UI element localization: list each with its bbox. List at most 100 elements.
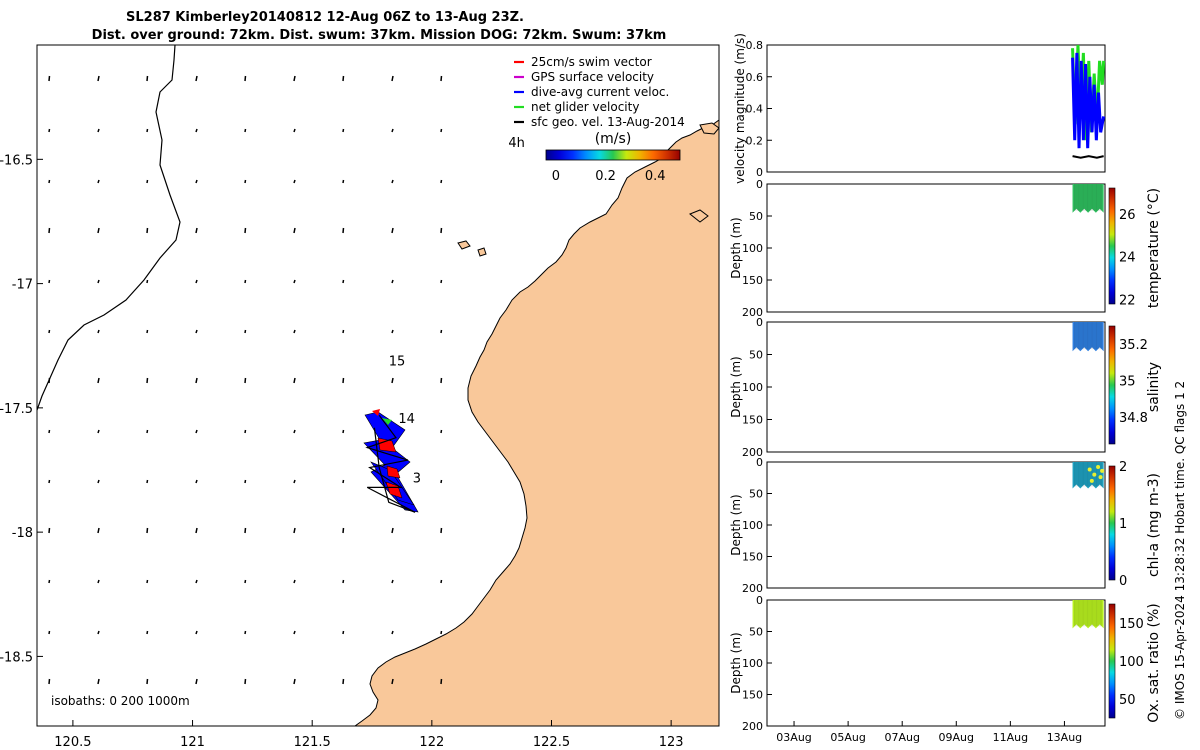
velocity-arrow: [293, 179, 296, 184]
velocity-arrow: [195, 377, 198, 384]
date-tick-label: 11Aug: [993, 731, 1028, 744]
velocity-arrow: [342, 279, 345, 284]
legend-label: dive-avg current veloc.: [531, 85, 669, 99]
land-mass: [354, 119, 719, 726]
glider-track: [363, 409, 419, 513]
velocity-arrow: [48, 377, 51, 384]
velocity-arrow: [293, 527, 296, 534]
velocity-arrow: [195, 329, 198, 334]
map-y-tick-label: -16.5: [0, 153, 33, 168]
legend-label: sfc geo. vel. 13-Aug-2014: [531, 115, 685, 129]
swim-vector-start: [372, 409, 380, 416]
velocity-arrow: [244, 630, 247, 635]
velocity-arrow: [97, 179, 100, 184]
island-2: [457, 240, 471, 250]
colorbar-tick-label: 0.4: [645, 169, 666, 184]
chl-highlight-point: [1100, 468, 1105, 473]
velocity-arrow: [195, 75, 198, 82]
velocity-arrow: [342, 179, 345, 184]
velocity-arrow: [97, 75, 100, 82]
salinity-panel-colorbar-tick-label: 35: [1119, 374, 1136, 389]
velocity-arrow: [391, 279, 394, 284]
surface-velocity-arrows: [48, 75, 443, 685]
velocity-arrow: [244, 479, 247, 484]
temperature-panel-ylabel: Depth (m): [729, 217, 743, 278]
oxygen-panel-colorbar-tick-label: 100: [1119, 655, 1144, 670]
chl-panel-colorbar-tick-label: 0: [1119, 574, 1127, 589]
velocity-arrow: [342, 630, 345, 635]
velocity-arrow: [48, 527, 51, 534]
oxygen-panel-y-tick-label: 50: [749, 626, 763, 639]
figure-title-line1: SL287 Kimberley20140812 12-Aug 06Z to 13…: [126, 10, 524, 25]
velocity-arrow: [440, 179, 443, 184]
velocity-arrow: [146, 429, 149, 434]
velocity-arrow: [48, 579, 51, 584]
velocity-arrow: [391, 678, 394, 685]
oxygen-panel-data: [1072, 600, 1104, 629]
velocity-arrow: [244, 429, 247, 434]
velocity-arrow: [244, 279, 247, 284]
chl-panel-y-tick-label: 150: [742, 551, 763, 564]
velocity-arrow: [391, 527, 394, 534]
temperature-panel-y-tick-label: 100: [742, 242, 763, 255]
velocity-arrow: [48, 128, 51, 133]
velocity-arrow: [195, 429, 198, 434]
velocity-arrow: [342, 128, 345, 133]
velocity-arrow: [195, 630, 198, 635]
velocity-arrow: [440, 279, 443, 284]
velocity-y-tick-label: 0.8: [746, 39, 764, 52]
island-3: [477, 247, 487, 257]
velocity-series-1: [1071, 44, 1106, 141]
oxygen-panel-colorbar: [1108, 603, 1116, 719]
net-velocity-mark: [382, 418, 392, 425]
chl-panel-colorbar-tick-label: 2: [1119, 460, 1127, 475]
chl-panel: 0 50 100 150 200 Depth (m) 0 1 2 chl-a (mg m-3): [729, 456, 1162, 595]
chl-panel-y-tick-label: 100: [742, 519, 763, 532]
credit-text: © IMOS 15-Apr-2024 13:28:32 Hobart time.…: [1173, 381, 1187, 720]
velocity-arrow: [146, 279, 149, 284]
velocity-arrow: [146, 678, 149, 685]
velocity-arrow: [146, 579, 149, 584]
velocity-arrow: [440, 227, 443, 234]
date-tick-label: 09Aug: [939, 731, 974, 744]
temperature-panel-colorbar-tick-label: 26: [1119, 208, 1136, 223]
velocity-arrow: [48, 329, 51, 334]
velocity-arrow: [293, 579, 296, 584]
velocity-y-tick-label: 0.2: [746, 134, 764, 147]
oxygen-panel-frame: [766, 599, 1106, 727]
velocity-arrow: [48, 75, 51, 82]
oxygen-panel-colorbar-tick-label: 50: [1119, 693, 1136, 708]
velocity-arrow: [97, 579, 100, 584]
velocity-arrow: [440, 579, 443, 584]
date-tick-label: 13Aug: [1047, 731, 1082, 744]
velocity-arrow: [48, 429, 51, 434]
velocity-arrow: [195, 279, 198, 284]
velocity-arrow: [146, 128, 149, 133]
velocity-frame: [766, 44, 1106, 173]
velocity-arrow: [391, 227, 394, 234]
chl-highlight-point: [1092, 472, 1097, 477]
velocity-arrow: [146, 479, 149, 484]
map-annotation-2: 15: [389, 355, 406, 370]
chl-panel-data: [1072, 462, 1104, 489]
salinity-panel-colorbar-tick-label: 35.2: [1119, 338, 1148, 353]
velocity-arrow: [342, 227, 345, 234]
oxygen-panel-ylabel: Depth (m): [729, 632, 743, 693]
velocity-arrow: [146, 75, 149, 82]
velocity-arrow: [244, 75, 247, 82]
velocity-arrow: [195, 479, 198, 484]
velocity-arrow: [48, 630, 51, 635]
velocity-arrow: [391, 377, 394, 384]
temperature-panel-data: [1072, 184, 1104, 213]
map-annotation-4: 3: [413, 471, 421, 486]
map-x-tick-label: 123: [659, 735, 684, 750]
track-blue-segment-1: [363, 411, 419, 513]
salinity-panel-ylabel: Depth (m): [729, 356, 743, 417]
velocity-arrow: [195, 527, 198, 534]
salinity-panel: 0 50 100 150 200 Depth (m) 34.8 35 35.2 salinity: [729, 316, 1162, 459]
velocity-arrow: [244, 579, 247, 584]
chl-panel-frame: [766, 461, 1106, 589]
velocity-arrow: [244, 377, 247, 384]
velocity-arrow: [440, 429, 443, 434]
velocity-arrow: [440, 329, 443, 334]
